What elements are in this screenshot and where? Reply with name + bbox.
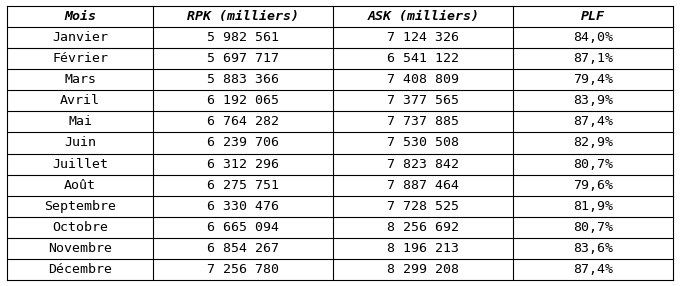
Text: 6 192 065: 6 192 065: [207, 94, 279, 107]
Text: 87,4%: 87,4%: [573, 115, 613, 128]
Text: Octobre: Octobre: [52, 221, 108, 234]
Text: 87,4%: 87,4%: [573, 263, 613, 276]
Text: Juillet: Juillet: [52, 158, 108, 171]
Text: Juin: Juin: [64, 136, 96, 150]
Text: 5 697 717: 5 697 717: [207, 52, 279, 65]
Text: Mars: Mars: [64, 73, 96, 86]
Text: 6 665 094: 6 665 094: [207, 221, 279, 234]
Text: 6 541 122: 6 541 122: [388, 52, 459, 65]
Text: Avril: Avril: [60, 94, 100, 107]
Text: ASK (milliers): ASK (milliers): [367, 10, 479, 23]
Text: 7 377 565: 7 377 565: [388, 94, 459, 107]
Text: 79,6%: 79,6%: [573, 179, 613, 192]
Text: 83,9%: 83,9%: [573, 94, 613, 107]
Text: 8 196 213: 8 196 213: [388, 242, 459, 255]
Text: 8 299 208: 8 299 208: [388, 263, 459, 276]
Text: Septembre: Septembre: [44, 200, 116, 213]
Text: 6 330 476: 6 330 476: [207, 200, 279, 213]
Text: 87,1%: 87,1%: [573, 52, 613, 65]
Text: 6 854 267: 6 854 267: [207, 242, 279, 255]
Text: 6 239 706: 6 239 706: [207, 136, 279, 150]
Text: Août: Août: [64, 179, 96, 192]
Text: 7 887 464: 7 887 464: [388, 179, 459, 192]
Text: 81,9%: 81,9%: [573, 200, 613, 213]
Text: 84,0%: 84,0%: [573, 31, 613, 44]
Text: 5 883 366: 5 883 366: [207, 73, 279, 86]
Text: 7 728 525: 7 728 525: [388, 200, 459, 213]
Text: Mai: Mai: [68, 115, 92, 128]
Text: 83,6%: 83,6%: [573, 242, 613, 255]
Text: 7 124 326: 7 124 326: [388, 31, 459, 44]
Text: 7 823 842: 7 823 842: [388, 158, 459, 171]
Text: 7 530 508: 7 530 508: [388, 136, 459, 150]
Text: 7 737 885: 7 737 885: [388, 115, 459, 128]
Text: RPK (milliers): RPK (milliers): [188, 10, 299, 23]
Text: Février: Février: [52, 52, 108, 65]
Text: 5 982 561: 5 982 561: [207, 31, 279, 44]
Text: Décembre: Décembre: [48, 263, 112, 276]
Text: 80,7%: 80,7%: [573, 221, 613, 234]
Text: 8 256 692: 8 256 692: [388, 221, 459, 234]
Text: 6 312 296: 6 312 296: [207, 158, 279, 171]
Text: 7 408 809: 7 408 809: [388, 73, 459, 86]
Text: Janvier: Janvier: [52, 31, 108, 44]
Text: 7 256 780: 7 256 780: [207, 263, 279, 276]
Text: Mois: Mois: [64, 10, 96, 23]
Text: 6 764 282: 6 764 282: [207, 115, 279, 128]
Text: 79,4%: 79,4%: [573, 73, 613, 86]
Text: Novembre: Novembre: [48, 242, 112, 255]
Text: 82,9%: 82,9%: [573, 136, 613, 150]
Text: 80,7%: 80,7%: [573, 158, 613, 171]
Text: PLF: PLF: [581, 10, 605, 23]
Text: 6 275 751: 6 275 751: [207, 179, 279, 192]
